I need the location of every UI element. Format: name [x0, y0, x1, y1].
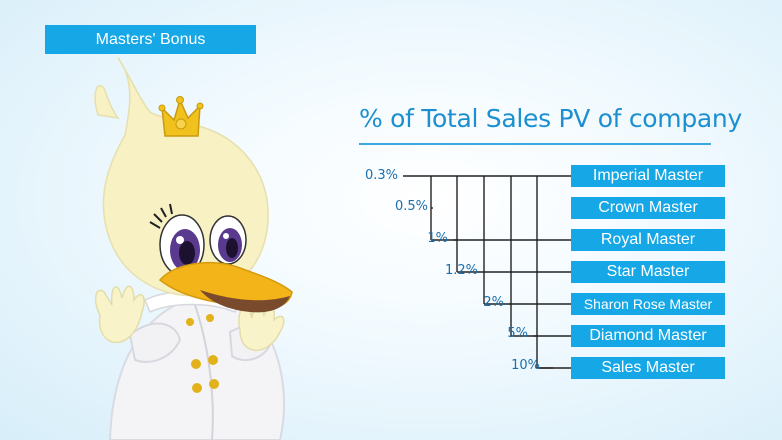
- mascot-right-hand: [238, 303, 285, 352]
- percent-label: 0.3%: [364, 168, 398, 183]
- percent-label: 10%: [511, 358, 540, 373]
- page-title: % of Total Sales PV of company: [359, 104, 742, 133]
- mascot-left-hand: [94, 285, 145, 344]
- title-underline: [359, 143, 711, 145]
- rank-sales-master: Sales Master: [571, 357, 725, 379]
- coat-button: [209, 379, 219, 389]
- rank-crown-master: Crown Master: [571, 197, 725, 219]
- coat-button: [186, 318, 194, 326]
- percent-label: 1%: [427, 231, 448, 246]
- rank-royal-master: Royal Master: [571, 229, 725, 251]
- percent-label: 0.5%: [394, 199, 428, 214]
- coat-button: [208, 355, 218, 365]
- rank-imperial-master: Imperial Master: [571, 165, 725, 187]
- percent-label: 1.2%: [444, 263, 478, 278]
- coat-button: [191, 359, 201, 369]
- rank-sharon-rose-master: Sharon Rose Master: [571, 293, 725, 315]
- rank-diamond-master: Diamond Master: [571, 325, 725, 347]
- masters-bonus-badge: Masters' Bonus: [45, 25, 256, 54]
- rank-star-master: Star Master: [571, 261, 725, 283]
- percent-label: 5%: [507, 326, 528, 341]
- coat-button: [192, 383, 202, 393]
- coat-button: [206, 314, 214, 322]
- percent-label: 2%: [483, 295, 504, 310]
